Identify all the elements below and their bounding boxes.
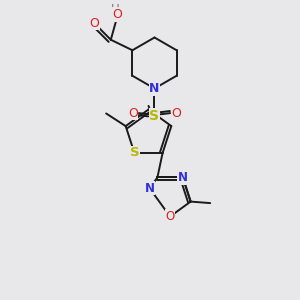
Text: N: N (178, 171, 188, 184)
Text: H: H (111, 3, 120, 16)
Text: O: O (128, 106, 138, 120)
Text: N: N (149, 82, 160, 95)
Text: S: S (149, 109, 160, 122)
Text: O: O (166, 210, 175, 223)
Text: N: N (145, 182, 154, 195)
Text: O: O (89, 17, 99, 30)
Text: S: S (130, 146, 139, 159)
Text: O: O (112, 8, 122, 21)
Text: O: O (171, 106, 181, 120)
